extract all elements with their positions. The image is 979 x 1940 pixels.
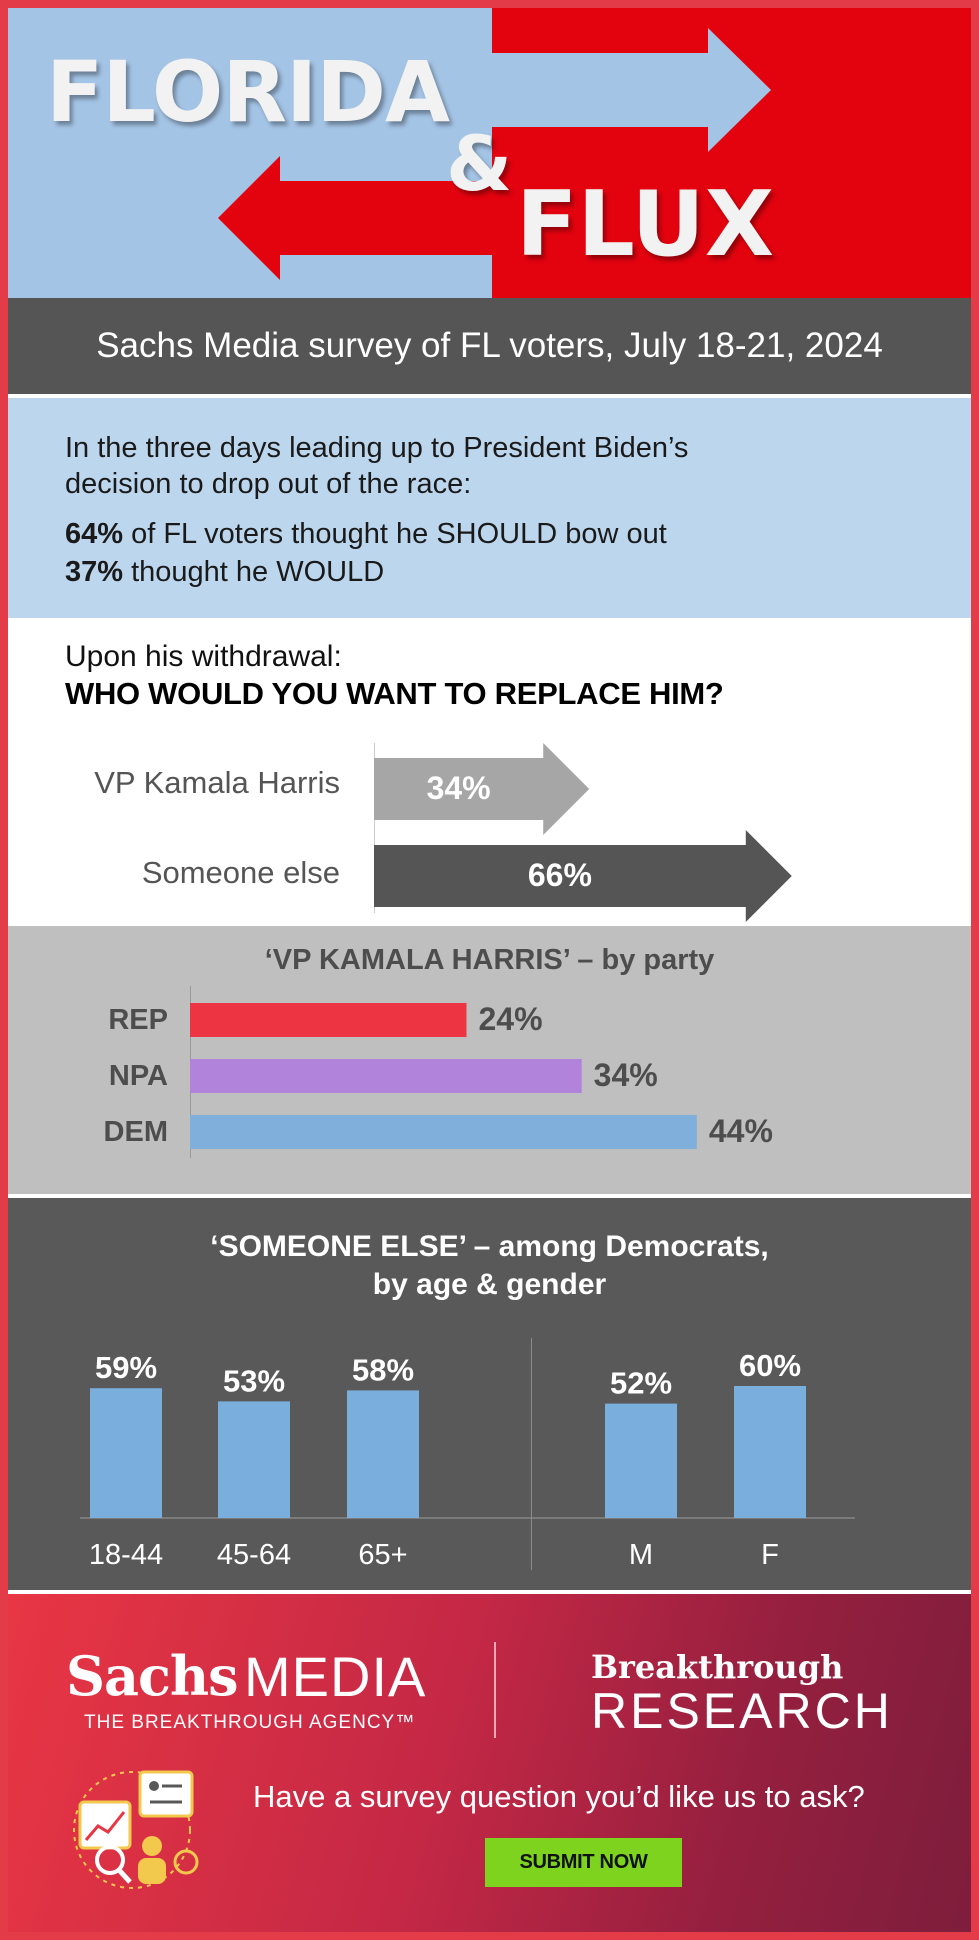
hero-word-florida: FLORIDA xyxy=(46,43,450,141)
sachs-logo-name: Sachs xyxy=(66,1644,239,1708)
intro-panel: In the three days leading up to Presiden… xyxy=(8,398,971,618)
age-gender-title-line-2: by age & gender xyxy=(372,1268,607,1301)
bar-age-65 xyxy=(347,1390,419,1518)
age-gender-chart: 59% 18-44 53% 45-64 58% 65+ 52% M 60% F xyxy=(80,1348,855,1571)
party-bar-dem xyxy=(190,1115,697,1149)
survey-subtitle: Sachs Media survey of FL voters, July 18… xyxy=(96,326,883,365)
cta-question: Have a survey question you’d like us to … xyxy=(253,1779,865,1814)
value-label-gender-2: 60% xyxy=(739,1348,801,1383)
subtitle-bar: Sachs Media survey of FL voters, July 18… xyxy=(8,298,971,394)
replace-label-harris: VP Kamala Harris xyxy=(94,765,340,800)
value-label-age-2: 53% xyxy=(223,1363,285,1398)
intro-stat-should: 64% of FL voters thought he SHOULD bow o… xyxy=(65,518,667,551)
party-value-dem: 44% xyxy=(708,1113,773,1149)
stat-should-value: 64% xyxy=(65,518,124,550)
party-chart-title: ‘VP KAMALA HARRIS’ – by party xyxy=(264,944,715,976)
stat-would-text: thought he WOULD xyxy=(123,556,385,588)
research-illustration-icon xyxy=(73,1770,199,1889)
category-label-gender-1: M xyxy=(629,1539,653,1571)
arrow-right-icon xyxy=(348,28,771,152)
value-label-age-1: 59% xyxy=(95,1350,157,1385)
stat-should-text: of FL voters thought he SHOULD bow out xyxy=(123,518,667,550)
replace-axis xyxy=(374,743,375,913)
age-gender-section: ‘SOMEONE ELSE’ – among Democrats, by age… xyxy=(8,1198,971,1590)
value-label-gender-1: 52% xyxy=(610,1366,672,1401)
sachs-logo-tagline: THE BREAKTHROUGH AGENCY™ xyxy=(84,1712,416,1733)
replace-section: Upon his withdrawal: WHO WOULD YOU WANT … xyxy=(8,618,971,923)
category-label-age-2: 45-64 xyxy=(217,1539,291,1571)
replace-question: WHO WOULD YOU WANT TO REPLACE HIM? xyxy=(65,676,724,711)
breakthrough-logo-bottom: RESEARCH xyxy=(591,1683,893,1739)
party-value-npa: 34% xyxy=(593,1057,658,1093)
hero-arrows xyxy=(218,28,771,280)
bar-gender-f xyxy=(734,1386,806,1518)
hero-banner: FLORIDA & FLUX xyxy=(8,8,971,298)
footer: Sachs MEDIA THE BREAKTHROUGH AGENCY™ Bre… xyxy=(8,1594,971,1932)
hero-ampersand: & xyxy=(446,119,513,208)
replace-chart xyxy=(374,743,792,922)
stat-would-value: 37% xyxy=(65,556,124,588)
withdrawal-label: Upon his withdrawal: xyxy=(65,640,342,673)
party-bar-rep xyxy=(190,1003,467,1037)
value-label-age-3: 58% xyxy=(352,1352,414,1387)
party-label-dem: DEM xyxy=(103,1116,168,1148)
replace-bar-harris xyxy=(374,743,590,835)
age-gender-title-line-1: ‘SOMEONE ELSE’ – among Democrats, xyxy=(210,1230,769,1263)
category-label-gender-2: F xyxy=(761,1539,779,1571)
age-gender-divider xyxy=(531,1338,532,1570)
intro-stat-would: 37% thought he WOULD xyxy=(65,556,384,589)
party-chart xyxy=(190,1003,697,1149)
party-section: ‘VP KAMALA HARRIS’ – by party REP NPA DE… xyxy=(8,926,971,1194)
logo-divider xyxy=(494,1642,496,1738)
breakthrough-logo-top: Breakthrough xyxy=(591,1648,844,1686)
submit-now-button[interactable]: SUBMIT NOW xyxy=(485,1838,682,1887)
party-label-rep: REP xyxy=(108,1004,168,1036)
bar-age-4564 xyxy=(218,1401,290,1518)
category-label-age-3: 65+ xyxy=(358,1539,407,1571)
intro-line-1: In the three days leading up to Presiden… xyxy=(65,432,689,464)
party-value-rep: 24% xyxy=(478,1001,543,1037)
bar-age-1844 xyxy=(90,1388,162,1518)
hero-word-flux: FLUX xyxy=(516,172,775,277)
replace-value-harris: 34% xyxy=(426,770,491,806)
arrow-left-icon xyxy=(218,156,492,280)
replace-bar-someone-else xyxy=(374,830,792,922)
party-bar-npa xyxy=(190,1059,582,1093)
intro-line-2: decision to drop out of the race: xyxy=(65,468,472,500)
category-label-age-1: 18-44 xyxy=(89,1539,163,1571)
replace-value-someone-else: 66% xyxy=(527,857,592,893)
bar-gender-m xyxy=(605,1403,677,1518)
party-label-npa: NPA xyxy=(108,1060,168,1092)
replace-label-someone-else: Someone else xyxy=(141,855,340,890)
sachs-logo-media: MEDIA xyxy=(244,1645,427,1708)
